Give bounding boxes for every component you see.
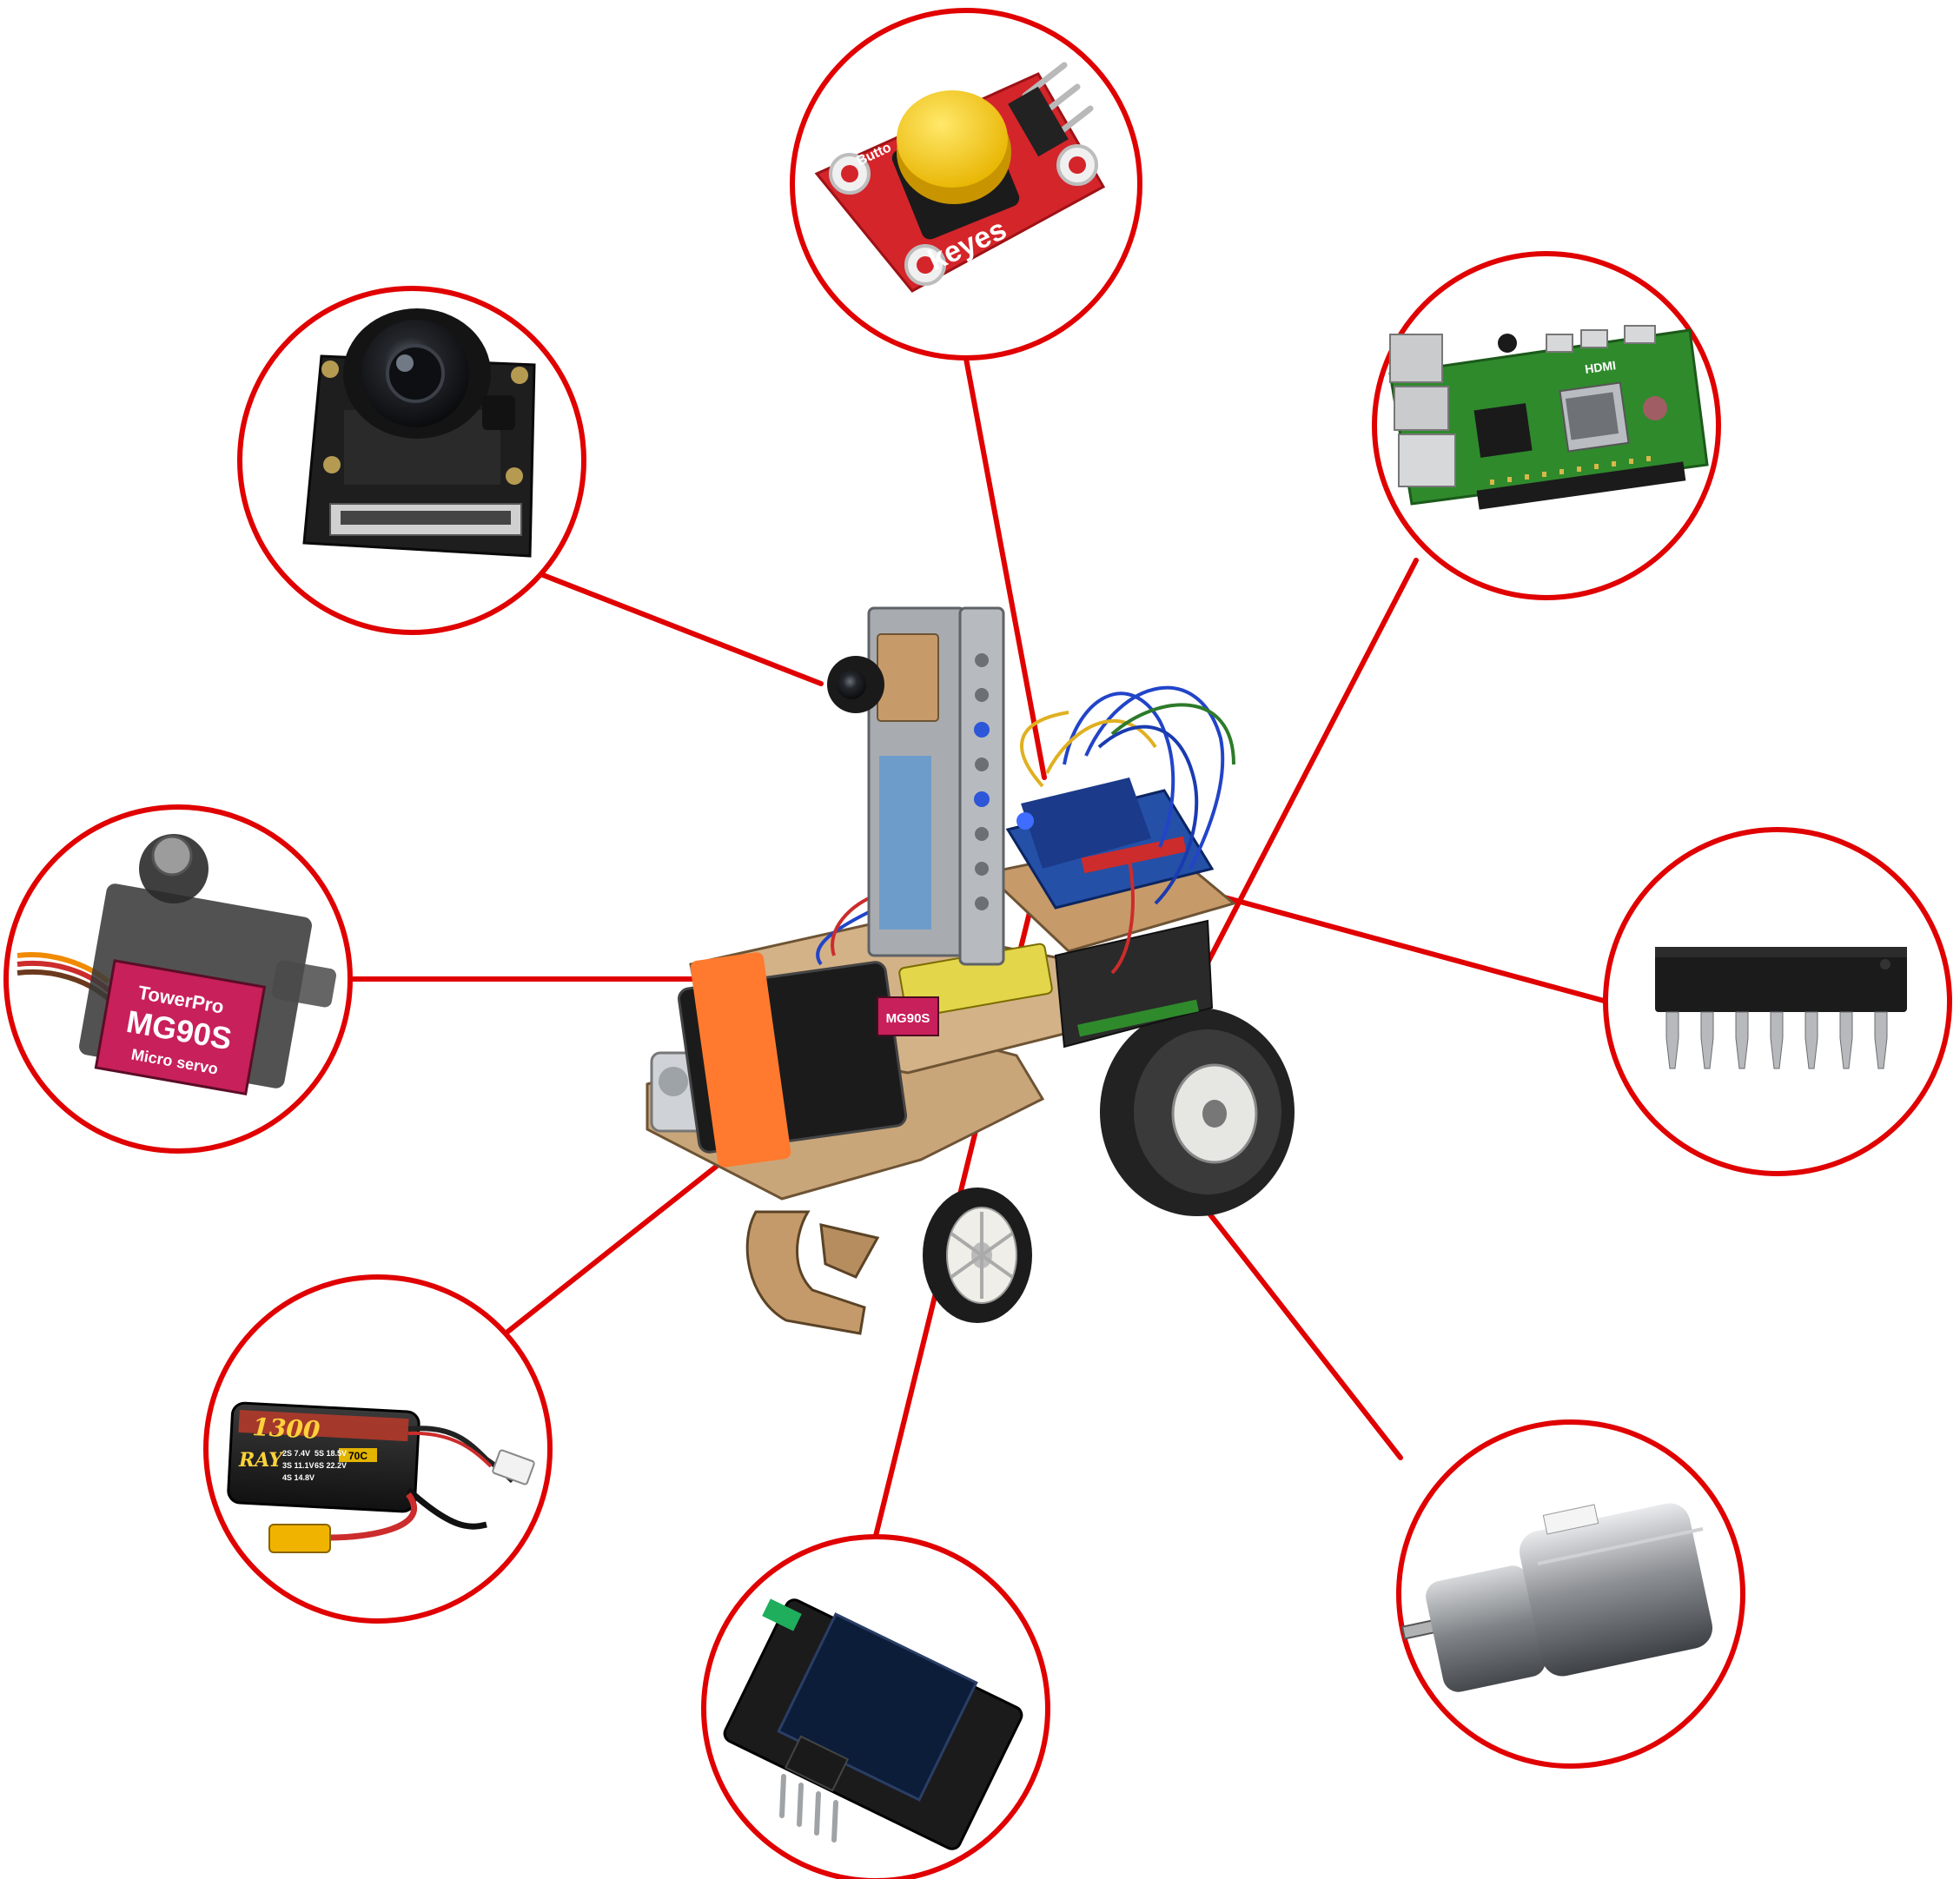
connector-ic bbox=[1196, 888, 1606, 1003]
deck-servo bbox=[877, 996, 939, 1036]
lipo-battery: 1300 RAY 70C 2S 7.4V 3S 11.1V 4S 14.8V 5… bbox=[203, 1274, 553, 1624]
connector-camera bbox=[536, 571, 824, 686]
claw-finger bbox=[819, 1223, 880, 1279]
camera-module bbox=[237, 286, 586, 635]
push-button-icon: keyes Butto bbox=[814, 62, 1106, 293]
ic-chip bbox=[1603, 827, 1952, 1176]
servo-icon: TowerPro MG90S Micro servo bbox=[17, 834, 337, 1096]
oled-display bbox=[701, 1534, 1050, 1879]
battery-capacity-label: 1300 bbox=[252, 1413, 321, 1445]
battery-spec-3: 4S 14.8V bbox=[282, 1473, 315, 1482]
battery-spec-5: 6S 22.2V bbox=[315, 1461, 347, 1470]
battery-spec-2: 3S 11.1V bbox=[282, 1461, 315, 1470]
battery-brand-label: RAY bbox=[238, 1449, 284, 1472]
dip-ic-icon bbox=[1655, 947, 1907, 1069]
dc-gear-motor bbox=[1396, 1419, 1745, 1769]
front-claw bbox=[745, 1210, 866, 1335]
battery-c-label: 70C bbox=[348, 1450, 368, 1462]
raspberry-pi-board: HDMI bbox=[1372, 251, 1721, 600]
connector-button bbox=[963, 356, 1047, 780]
rear-wheel bbox=[1100, 1008, 1295, 1216]
connector-raspberry-pi bbox=[1201, 558, 1419, 974]
electronics-stack bbox=[983, 777, 1237, 1049]
micro-servo: TowerPro MG90S Micro servo bbox=[3, 804, 353, 1154]
camera-icon bbox=[302, 308, 536, 558]
front-wheel bbox=[923, 1188, 1032, 1323]
motor-icon bbox=[1400, 1503, 1713, 1692]
deck-servo-label: MG90S bbox=[886, 1011, 930, 1026]
raspberry-pi-icon: HDMI bbox=[1388, 325, 1709, 510]
mounted-camera bbox=[827, 633, 939, 722]
battery-spec-4: 5S 18.5V bbox=[315, 1449, 347, 1458]
battery-icon: 1300 RAY 70C 2S 7.4V 3S 11.1V 4S 14.8V 5… bbox=[227, 1401, 535, 1553]
robot-car: MG90S bbox=[646, 606, 1295, 1335]
push-button-module: keyes Butto bbox=[790, 8, 1142, 361]
mounted-battery bbox=[677, 943, 1053, 1168]
battery-spec-1: 2S 7.4V bbox=[282, 1449, 310, 1458]
pi-hdmi-label: HDMI bbox=[1584, 358, 1617, 376]
oled-icon bbox=[723, 1598, 1023, 1850]
battery-main-lead bbox=[406, 1487, 487, 1530]
